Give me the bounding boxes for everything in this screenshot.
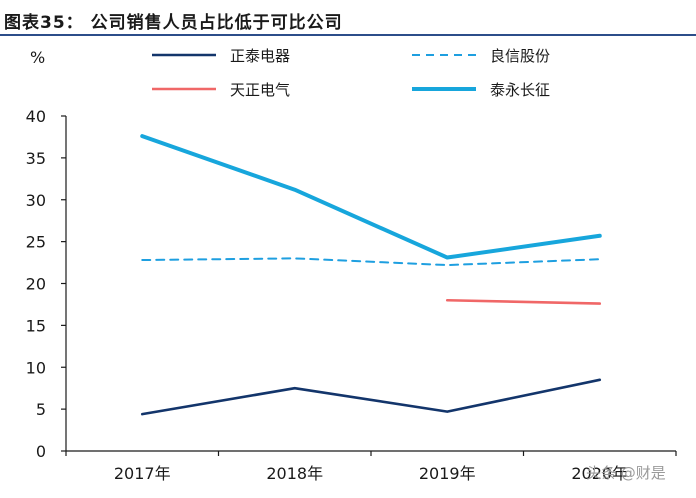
figure-title: 图表35： 公司销售人员占比低于可比公司 bbox=[4, 13, 343, 33]
y-tick-label: 25 bbox=[26, 233, 46, 252]
y-axis-unit-label: % bbox=[30, 48, 45, 67]
y-tick-label: 10 bbox=[26, 358, 46, 377]
y-tick-label: 20 bbox=[26, 275, 46, 294]
x-tick-label: 2017年 bbox=[114, 464, 171, 483]
y-tick-label: 30 bbox=[26, 191, 46, 210]
legend-label: 正泰电器 bbox=[230, 47, 290, 65]
y-tick-label: 40 bbox=[26, 107, 46, 126]
legend-label: 天正电气 bbox=[230, 81, 290, 99]
y-tick-label: 35 bbox=[26, 149, 46, 168]
legend-label: 泰永长征 bbox=[490, 81, 550, 99]
title-rule bbox=[0, 34, 696, 36]
series-line bbox=[140, 378, 602, 416]
series-line bbox=[140, 134, 602, 260]
legend-label: 良信股份 bbox=[490, 47, 550, 65]
x-tick-label: 2020年 bbox=[571, 464, 628, 483]
series-line bbox=[445, 298, 602, 305]
chart-series bbox=[140, 134, 602, 416]
x-tick-label: 2018年 bbox=[266, 464, 323, 483]
series-line bbox=[141, 257, 601, 267]
y-tick-label: 5 bbox=[36, 400, 46, 419]
watermark: 头条 @财是 bbox=[586, 464, 666, 482]
y-tick-label: 0 bbox=[36, 442, 46, 461]
y-tick-label: 15 bbox=[26, 316, 46, 335]
chart-axes: 0 5 10 15 20 25 30 35 40% 2017年 2018年 2019年 2020年 bbox=[26, 48, 677, 483]
x-tick-label: 2019年 bbox=[419, 464, 476, 483]
